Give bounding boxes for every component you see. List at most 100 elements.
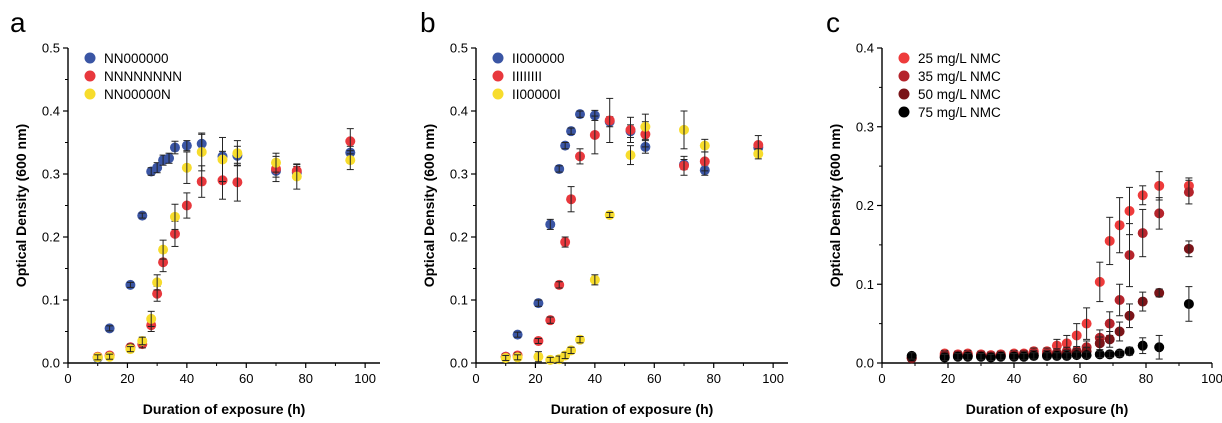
y-tick-label: 0.0 xyxy=(42,356,60,371)
y-axis-label: Optical Density (600 nm) xyxy=(421,124,437,287)
data-point xyxy=(906,350,917,361)
y-tick-label: 0.3 xyxy=(450,167,468,182)
data-point xyxy=(1183,240,1194,258)
data-point xyxy=(345,150,356,171)
x-tick-label: 20 xyxy=(528,371,542,386)
legend-marker xyxy=(898,106,910,118)
x-axis-label: Duration of exposure (h) xyxy=(551,401,714,417)
data-point xyxy=(952,351,963,362)
data-point xyxy=(1042,350,1052,361)
y-tick-label: 0.3 xyxy=(856,119,874,134)
x-tick-label: 80 xyxy=(298,371,312,386)
x-tick-label: 40 xyxy=(588,371,602,386)
data-point xyxy=(169,203,180,230)
data-point xyxy=(554,279,565,290)
legend-label: IIIIIIII xyxy=(512,69,542,84)
data-point xyxy=(1094,261,1105,303)
data-point xyxy=(976,351,986,362)
data-point xyxy=(589,115,600,155)
y-axis-label: Optical Density (600 nm) xyxy=(827,124,843,287)
data-point xyxy=(625,145,636,166)
panel-letter: b xyxy=(420,7,436,38)
data-point xyxy=(169,140,180,155)
data-point xyxy=(1094,349,1105,360)
x-tick-label: 100 xyxy=(1201,371,1222,386)
data-point xyxy=(1094,336,1105,351)
data-point xyxy=(679,110,689,150)
data-point xyxy=(1114,197,1125,254)
y-tick-label: 0.2 xyxy=(42,230,60,245)
data-point xyxy=(560,236,571,248)
legend-marker xyxy=(492,88,504,100)
x-tick-label: 0 xyxy=(64,371,71,386)
data-point xyxy=(985,352,996,363)
data-point xyxy=(181,192,192,219)
data-point xyxy=(1114,348,1125,359)
legend: NN000000 NNNNNNNN NN00000N xyxy=(84,51,182,102)
y-tick-label: 0.2 xyxy=(450,230,468,245)
data-point xyxy=(1018,351,1029,362)
panel-a: a 0 20 40 60 80 100 0.0 0.1 0.2 0.3 0.4 0.5 Duration … xyxy=(10,7,380,417)
data-point xyxy=(181,140,192,152)
data-point xyxy=(533,335,544,346)
y-tick-label: 0.1 xyxy=(42,293,60,308)
x-tick-label: 40 xyxy=(180,371,194,386)
y-tick-label: 0.0 xyxy=(856,356,874,371)
legend: 25 mg/L NMC 35 mg/L NMC 50 mg/L NMC 75 mg/L… xyxy=(898,51,1001,120)
panel-letter: c xyxy=(826,7,840,38)
data-point xyxy=(545,218,556,230)
data-point xyxy=(1104,349,1115,360)
legend-label: 25 mg/L NMC xyxy=(918,51,1001,66)
data-point xyxy=(512,352,523,363)
data-point xyxy=(1081,307,1092,340)
data-point xyxy=(1183,179,1194,205)
panel-letter: a xyxy=(10,7,26,38)
data-point xyxy=(566,345,577,356)
data-point xyxy=(753,148,764,160)
data-point xyxy=(104,323,115,334)
data-point xyxy=(1137,337,1148,355)
legend-label: NNNNNNNN xyxy=(104,69,182,84)
data-point xyxy=(158,239,169,260)
data-point xyxy=(196,132,207,172)
series-1 xyxy=(906,171,1194,363)
data-point xyxy=(1154,334,1165,360)
legend-marker xyxy=(84,88,96,100)
data-point xyxy=(939,352,950,363)
legend-marker xyxy=(492,52,504,64)
panel-b: b 0 20 40 60 80 100 0.0 0.1 0.2 0.3 0.4 0.5 Duration … xyxy=(420,7,788,417)
y-tick-label: 0.5 xyxy=(42,41,60,56)
data-point xyxy=(232,162,243,202)
y-tick-label: 0.4 xyxy=(450,104,468,119)
data-point xyxy=(1061,350,1072,361)
data-point xyxy=(217,136,228,183)
y-tick-label: 0.4 xyxy=(856,41,874,56)
data-point xyxy=(137,210,148,221)
data-point xyxy=(1183,286,1194,322)
legend-label: NN00000N xyxy=(104,87,171,102)
data-point xyxy=(181,151,192,184)
data-point xyxy=(625,116,636,143)
series-2 xyxy=(906,179,1194,364)
x-tick-label: 100 xyxy=(762,371,784,386)
legend-marker xyxy=(898,52,910,64)
y-tick-label: 0.1 xyxy=(856,277,874,292)
data-point xyxy=(575,334,585,345)
x-tick-label: 80 xyxy=(1139,371,1153,386)
data-point xyxy=(164,152,175,164)
data-point xyxy=(533,351,544,363)
data-point xyxy=(104,351,115,362)
x-tick-label: 20 xyxy=(941,371,955,386)
data-point xyxy=(1154,171,1165,201)
legend-marker xyxy=(898,88,910,100)
series-3 xyxy=(906,240,1194,364)
data-point xyxy=(500,352,511,363)
data-point xyxy=(554,163,565,174)
data-point xyxy=(1081,350,1092,361)
data-point xyxy=(1137,208,1148,258)
legend-label: II000000 xyxy=(512,51,565,66)
x-axis-label: Duration of exposure (h) xyxy=(966,401,1129,417)
data-point xyxy=(545,354,556,365)
y-tick-label: 0.2 xyxy=(856,198,874,213)
